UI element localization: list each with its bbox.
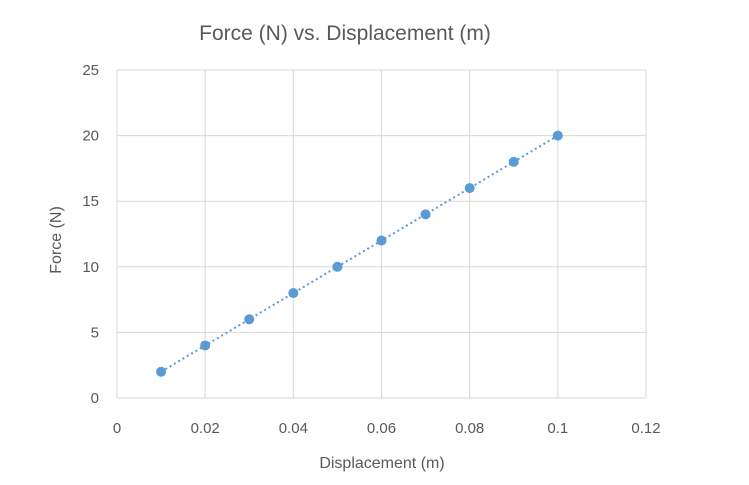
y-tick-label: 10 xyxy=(82,259,99,276)
y-tick-labels: 0 5 10 15 20 25 xyxy=(82,62,99,407)
trendline xyxy=(160,134,559,373)
x-tick-label: 0.08 xyxy=(455,420,484,437)
x-tick-label: 0.06 xyxy=(367,420,396,437)
x-tick-label: 0.02 xyxy=(191,420,220,437)
x-tick-label: 0.12 xyxy=(631,420,660,437)
data-point xyxy=(420,209,431,220)
data-point xyxy=(156,366,167,377)
data-point xyxy=(288,288,299,299)
x-tick-label: 0.1 xyxy=(547,420,568,437)
data-point xyxy=(332,261,343,272)
data-point xyxy=(552,130,563,141)
y-tick-label: 5 xyxy=(91,324,99,341)
data-point xyxy=(244,314,255,325)
x-axis-label: Displacement (m) xyxy=(319,455,444,472)
y-tick-label: 25 xyxy=(82,62,99,79)
chart-title: Force (N) vs. Displacement (m) xyxy=(199,22,491,45)
y-tick-label: 20 xyxy=(82,128,99,145)
x-tick-label: 0 xyxy=(113,420,121,437)
data-points xyxy=(156,130,563,377)
y-tick-label: 15 xyxy=(82,193,99,210)
x-tick-labels: 0 0.02 0.04 0.06 0.08 0.1 0.12 xyxy=(113,420,661,437)
y-tick-label: 0 xyxy=(91,390,99,407)
gridlines xyxy=(116,69,647,399)
x-tick-label: 0.04 xyxy=(279,420,308,437)
y-axis-label: Force (N) xyxy=(48,206,65,274)
data-point xyxy=(464,183,475,194)
data-point xyxy=(376,235,387,246)
data-point xyxy=(508,156,519,167)
data-point xyxy=(200,340,211,351)
